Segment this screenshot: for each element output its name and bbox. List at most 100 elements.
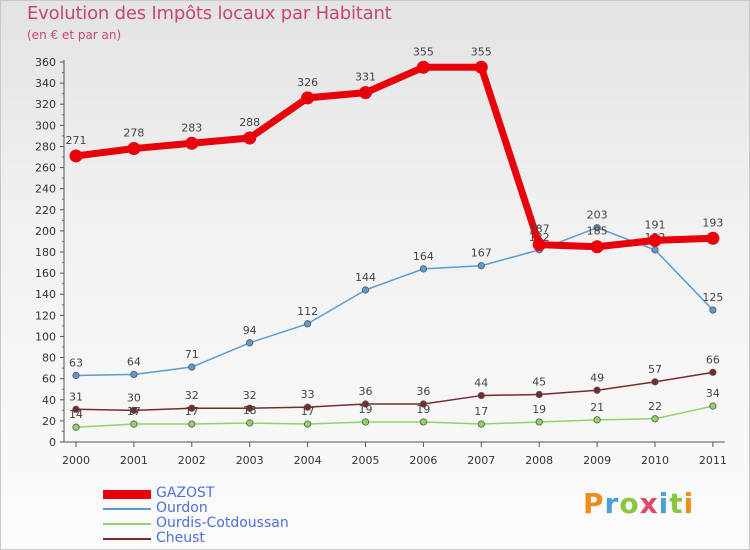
data-point-gazost bbox=[185, 136, 199, 150]
legend-label-ourdon: Ourdon bbox=[156, 500, 208, 516]
data-point-ourdis-cotdoussan bbox=[303, 420, 312, 428]
data-point-cheust bbox=[419, 400, 427, 408]
data-label-cheust: 36 bbox=[359, 385, 373, 398]
series-line-ourdis-cotdoussan bbox=[75, 405, 714, 428]
data-label-gazost: 355 bbox=[413, 45, 434, 58]
data-point-ourdis-cotdoussan bbox=[477, 420, 485, 428]
data-label-cheust: 36 bbox=[416, 385, 430, 398]
data-label-gazost: 185 bbox=[587, 225, 608, 238]
series-line-gazost bbox=[72, 63, 717, 251]
logo-letter: i bbox=[683, 487, 695, 520]
data-point-ourdon bbox=[651, 246, 659, 254]
data-label-cheust: 57 bbox=[648, 363, 662, 376]
data-point-ourdon bbox=[130, 370, 138, 379]
legend-swatch-ourdis-cotdoussan bbox=[103, 523, 151, 525]
data-label-ourdis-cotdoussan: 17 bbox=[474, 405, 488, 418]
data-label-ourdon: 167 bbox=[471, 247, 492, 260]
series-line-cheust bbox=[75, 371, 714, 412]
y-tick-label: 300 bbox=[35, 119, 56, 132]
logo-letter: x bbox=[639, 487, 659, 520]
logo-letter: i bbox=[658, 487, 670, 520]
data-label-gazost: 288 bbox=[239, 116, 260, 129]
data-point-cheust bbox=[709, 368, 717, 376]
page-subtitle: (en € et par an) bbox=[27, 28, 122, 42]
data-point-gazost bbox=[127, 142, 141, 156]
y-tick-label: 180 bbox=[35, 246, 56, 259]
data-point-ourdis-cotdoussan bbox=[535, 418, 543, 426]
legend-swatch-cheust bbox=[103, 538, 151, 540]
x-tick-label: 2008 bbox=[525, 454, 553, 467]
data-label-ourdis-cotdoussan: 19 bbox=[359, 403, 373, 416]
logo-letter: P bbox=[583, 487, 605, 520]
data-point-gazost bbox=[416, 60, 430, 74]
y-tick-label: 260 bbox=[35, 162, 56, 175]
data-point-gazost bbox=[474, 60, 488, 74]
data-label-cheust: 31 bbox=[69, 390, 83, 403]
data-label-ourdis-cotdoussan: 14 bbox=[69, 408, 83, 421]
data-label-ourdon: 144 bbox=[355, 271, 376, 284]
series-line-ourdon bbox=[75, 226, 714, 377]
y-tick-label: 280 bbox=[35, 140, 56, 153]
data-label-ourdis-cotdoussan: 17 bbox=[301, 405, 315, 418]
y-tick-label: 320 bbox=[35, 98, 56, 111]
data-point-gazost bbox=[243, 131, 257, 145]
y-tick-label: 100 bbox=[35, 330, 56, 343]
data-point-cheust bbox=[477, 391, 485, 400]
data-point-gazost bbox=[532, 238, 546, 252]
data-label-gazost: 283 bbox=[181, 121, 202, 134]
data-point-ourdon bbox=[188, 363, 196, 371]
y-tick-label: 140 bbox=[35, 288, 56, 301]
data-label-ourdis-cotdoussan: 18 bbox=[243, 404, 257, 417]
data-point-ourdis-cotdoussan bbox=[130, 420, 138, 428]
data-point-cheust bbox=[651, 378, 659, 386]
data-point-ourdis-cotdoussan bbox=[709, 402, 717, 410]
data-point-ourdon bbox=[72, 371, 80, 380]
data-point-ourdon bbox=[477, 262, 485, 270]
data-label-ourdon: 71 bbox=[185, 348, 199, 361]
legend-label-gazost: GAZOST bbox=[156, 485, 215, 501]
x-tick-label: 2001 bbox=[120, 454, 148, 467]
data-point-cheust bbox=[72, 405, 80, 413]
y-tick-label: 0 bbox=[49, 436, 56, 449]
data-point-gazost bbox=[359, 86, 372, 100]
data-label-ourdon: 63 bbox=[69, 357, 83, 370]
x-tick-label: 2007 bbox=[467, 454, 495, 467]
data-point-ourdis-cotdoussan bbox=[593, 416, 601, 424]
data-label-cheust: 33 bbox=[301, 388, 315, 401]
y-tick-label: 160 bbox=[35, 267, 56, 280]
data-point-gazost bbox=[590, 240, 604, 254]
y-tick-label: 240 bbox=[35, 183, 56, 196]
y-tick-label: 340 bbox=[35, 77, 56, 90]
data-point-ourdis-cotdoussan bbox=[188, 420, 196, 428]
data-label-ourdon: 94 bbox=[243, 324, 257, 337]
data-point-ourdon bbox=[246, 339, 254, 347]
data-point-ourdis-cotdoussan bbox=[246, 419, 254, 427]
data-point-cheust bbox=[303, 403, 312, 411]
data-point-gazost bbox=[648, 233, 662, 247]
y-tick-label: 360 bbox=[35, 56, 56, 69]
data-label-gazost: 193 bbox=[702, 216, 723, 229]
data-label-gazost: 331 bbox=[355, 71, 376, 84]
x-tick-label: 2006 bbox=[409, 454, 437, 467]
legend-label-ourdis-cotdoussan: Ourdis-Cotdoussan bbox=[156, 515, 289, 531]
data-label-cheust: 30 bbox=[127, 391, 141, 404]
data-label-ourdis-cotdoussan: 22 bbox=[648, 400, 662, 413]
data-label-ourdon: 203 bbox=[587, 209, 608, 222]
y-tick-label: 220 bbox=[35, 204, 56, 217]
data-label-ourdon: 125 bbox=[702, 291, 723, 304]
data-label-ourdon: 64 bbox=[127, 355, 141, 368]
y-tick-label: 200 bbox=[35, 225, 56, 238]
data-label-gazost: 326 bbox=[297, 76, 318, 89]
data-label-cheust: 66 bbox=[706, 353, 720, 366]
data-point-ourdis-cotdoussan bbox=[361, 418, 370, 426]
data-point-cheust bbox=[593, 386, 601, 394]
data-point-ourdis-cotdoussan bbox=[419, 418, 427, 426]
data-label-gazost: 278 bbox=[123, 127, 144, 140]
data-point-gazost bbox=[706, 231, 720, 245]
data-point-cheust bbox=[188, 404, 196, 412]
data-label-ourdis-cotdoussan: 17 bbox=[185, 405, 199, 418]
data-point-ourdon bbox=[593, 224, 601, 232]
data-label-ourdis-cotdoussan: 17 bbox=[127, 405, 141, 418]
